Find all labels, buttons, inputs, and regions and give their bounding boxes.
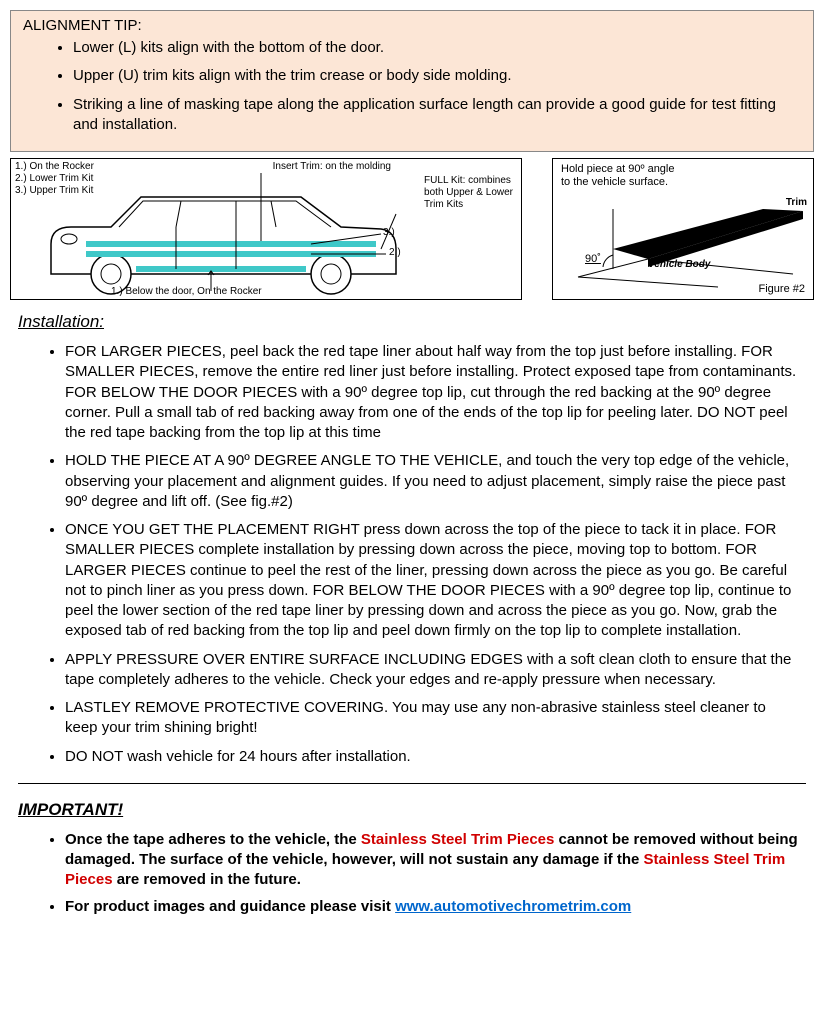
tip-item: Striking a line of masking tape along th… [73,95,801,136]
install-item: HOLD THE PIECE AT A 90º DEGREE ANGLE TO … [65,451,814,512]
figure-label: Figure #2 [759,283,805,295]
diagram-row: 1.) On the Rocker 2.) Lower Trim Kit 3.)… [10,158,814,300]
important-item: For product images and guidance please v… [65,897,814,917]
body-label: Vehicle Body [648,259,710,270]
important-item: Once the tape adheres to the vehicle, th… [65,830,814,891]
installation-title: Installation: [18,312,814,332]
important-text: are removed in the future. [113,871,301,888]
install-item: LASTLEY REMOVE PROTECTIVE COVERING. You … [65,698,814,739]
install-item: ONCE YOU GET THE PLACEMENT RIGHT press d… [65,520,814,642]
callout-2: 2.) [389,247,401,258]
important-text: Once the tape adheres to the vehicle, th… [65,831,361,848]
divider [18,783,806,784]
angle-svg [553,159,813,299]
important-text: For product images and guidance please v… [65,898,395,915]
tip-title: ALIGNMENT TIP: [23,17,801,34]
callout-3: 3.) [383,227,395,238]
important-list: Once the tape adheres to the vehicle, th… [10,830,814,917]
installation-list: FOR LARGER PIECES, peel back the red tap… [10,342,814,767]
car-svg [11,159,521,299]
install-item: APPLY PRESSURE OVER ENTIRE SURFACE INCLU… [65,650,814,691]
tip-item: Lower (L) kits align with the bottom of … [73,38,801,58]
install-item: DO NOT wash vehicle for 24 hours after i… [65,747,814,767]
alignment-tip-box: ALIGNMENT TIP: Lower (L) kits align with… [10,10,814,152]
install-item: FOR LARGER PIECES, peel back the red tap… [65,342,814,443]
tip-list: Lower (L) kits align with the bottom of … [23,38,801,135]
tip-item: Upper (U) trim kits align with the trim … [73,66,801,86]
car-diagram: 1.) On the Rocker 2.) Lower Trim Kit 3.)… [10,158,522,300]
angle-diagram: Hold piece at 90º angle to the vehicle s… [552,158,814,300]
angle-label: 90˚ [585,253,601,265]
below-text: 1.) Below the door, On the Rocker [111,286,262,297]
trim-label: Trim [786,197,807,208]
important-title: IMPORTANT! [18,800,814,820]
product-link[interactable]: www.automotivechrometrim.com [395,898,631,915]
red-text: Stainless Steel Trim Pieces [361,831,554,848]
